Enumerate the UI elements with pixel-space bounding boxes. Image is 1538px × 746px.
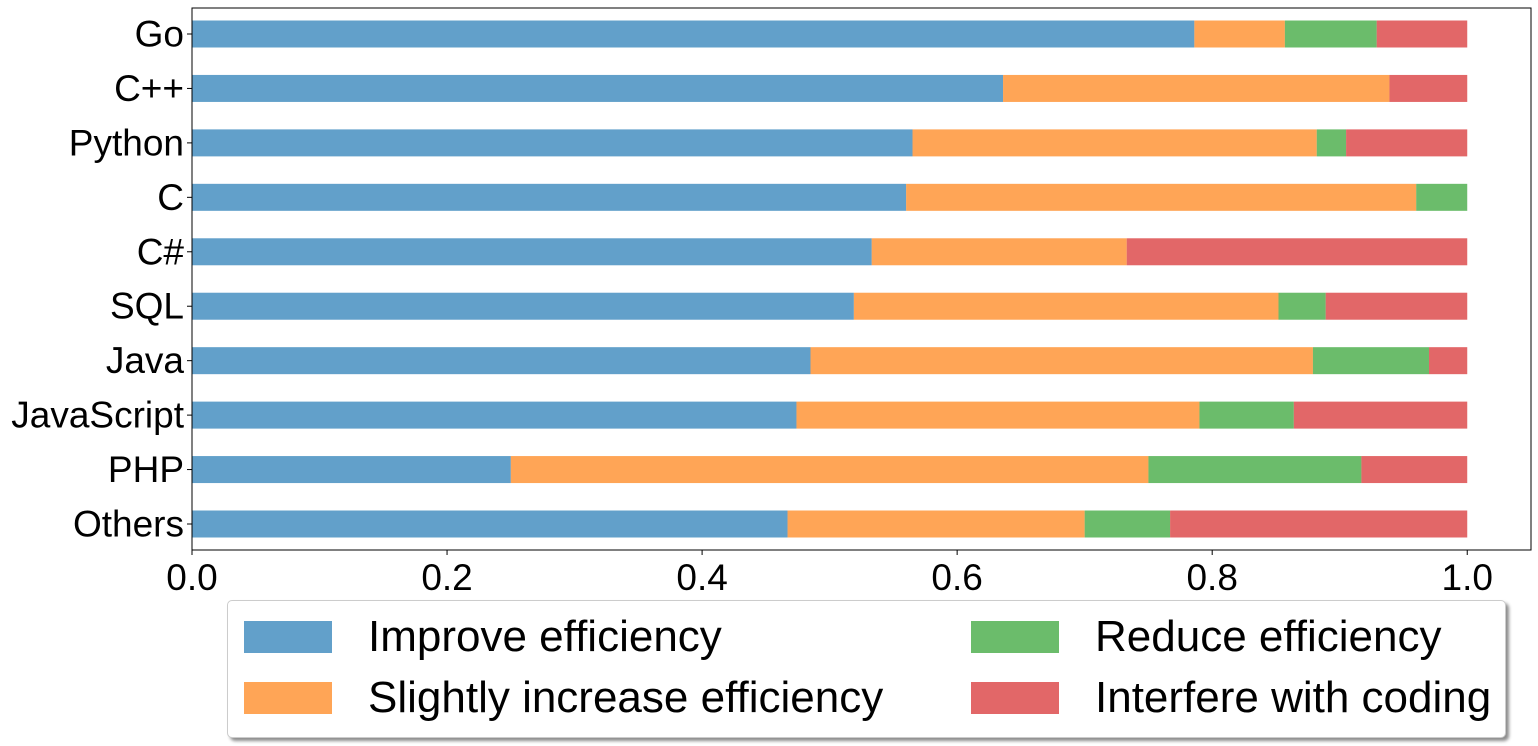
bar-javascript-interfere-with-coding [1293, 401, 1468, 429]
x-label-0-4: 0.4 [676, 557, 727, 598]
y-label-go: Go [135, 14, 184, 55]
y-label-c: C [157, 177, 184, 218]
y-label-javascript: JavaScript [11, 395, 184, 436]
bar-python-interfere-with-coding [1346, 129, 1468, 157]
y-label-csharp: C# [137, 231, 185, 272]
bar-java-slightly-increase-efficiency [810, 347, 1313, 375]
bar-csharp-improve-efficiency [192, 238, 872, 266]
bar-c-improve-efficiency [192, 183, 907, 211]
legend-swatch-interfere-with-coding [971, 682, 1059, 714]
bar-sql-interfere-with-coding [1325, 292, 1468, 320]
bar-go-improve-efficiency [192, 20, 1195, 48]
bar-cplusplus-interfere-with-coding [1389, 74, 1468, 102]
bar-java-interfere-with-coding [1428, 347, 1468, 375]
y-axis-labels: Go C++ Python C C# SQL Java JavaScript PHP Others [11, 14, 192, 545]
bars-group [192, 20, 1468, 538]
legend-label-improve-efficiency: Improve efficiency [368, 612, 722, 661]
bar-cplusplus-improve-efficiency [192, 74, 1004, 102]
x-label-1-0: 1.0 [1442, 557, 1493, 598]
bar-csharp-slightly-increase-efficiency [871, 238, 1127, 266]
bar-others-interfere-with-coding [1170, 510, 1468, 538]
stacked-bar-chart: Go C++ Python C C# SQL Java JavaScript PHP Others… [11, 7, 1532, 598]
x-label-0-8: 0.8 [1186, 557, 1237, 598]
legend-swatch-improve-efficiency [244, 621, 332, 653]
bar-c-slightly-increase-efficiency [906, 183, 1417, 211]
bar-javascript-improve-efficiency [192, 401, 797, 429]
plot-area-frame [191, 7, 1532, 551]
bar-others-slightly-increase-efficiency [787, 510, 1085, 538]
bar-python-slightly-increase-efficiency [912, 129, 1317, 157]
bar-java-improve-efficiency [192, 347, 811, 375]
legend-swatch-slightly-increase-efficiency [244, 682, 332, 714]
y-label-sql: SQL [110, 286, 184, 327]
legend-item-reduce-efficiency: Reduce efficiency [971, 609, 1442, 665]
legend-item-improve-efficiency: Improve efficiency [244, 609, 722, 665]
bar-others-improve-efficiency [192, 510, 788, 538]
bar-go-slightly-increase-efficiency [1194, 20, 1285, 48]
bar-sql-improve-efficiency [192, 292, 854, 320]
legend-label-interfere-with-coding: Interfere with coding [1095, 673, 1492, 722]
bar-python-reduce-efficiency [1316, 129, 1347, 157]
x-label-0-2: 0.2 [421, 557, 472, 598]
bar-javascript-slightly-increase-efficiency [796, 401, 1200, 429]
y-label-java: Java [106, 340, 185, 381]
y-label-php: PHP [108, 449, 184, 490]
x-axis-ticks: 0.0 0.2 0.4 0.6 0.8 1.0 [166, 550, 1493, 598]
bar-java-reduce-efficiency [1312, 347, 1429, 375]
bar-php-interfere-with-coding [1361, 456, 1468, 484]
bar-csharp-interfere-with-coding [1126, 238, 1468, 266]
y-label-cplusplus: C++ [114, 68, 184, 109]
legend-item-interfere-with-coding: Interfere with coding [971, 670, 1491, 726]
x-label-0-0: 0.0 [166, 557, 217, 598]
x-label-0-6: 0.6 [931, 557, 982, 598]
legend-item-slightly-increase-efficiency: Slightly increase efficiency [244, 670, 883, 726]
bar-sql-slightly-increase-efficiency [853, 292, 1279, 320]
y-label-python: Python [69, 122, 184, 163]
bar-php-slightly-increase-efficiency [510, 456, 1149, 484]
bar-sql-reduce-efficiency [1278, 292, 1326, 320]
legend-swatch-reduce-efficiency [971, 621, 1059, 653]
legend-label-slightly-increase-efficiency: Slightly increase efficiency [368, 673, 884, 722]
bar-go-reduce-efficiency [1284, 20, 1377, 48]
legend-label-reduce-efficiency: Reduce efficiency [1095, 612, 1442, 661]
bar-c-reduce-efficiency [1416, 183, 1468, 211]
bar-go-interfere-with-coding [1376, 20, 1468, 48]
bar-python-improve-efficiency [192, 129, 913, 157]
bar-javascript-reduce-efficiency [1199, 401, 1294, 429]
bar-php-reduce-efficiency [1148, 456, 1362, 484]
bar-php-improve-efficiency [192, 456, 511, 484]
y-label-others: Others [73, 504, 184, 545]
chart-legend: Improve efficiency Reduce efficiency Sli… [227, 600, 1506, 738]
bar-others-reduce-efficiency [1084, 510, 1171, 538]
bar-cplusplus-slightly-increase-efficiency [1003, 74, 1390, 102]
